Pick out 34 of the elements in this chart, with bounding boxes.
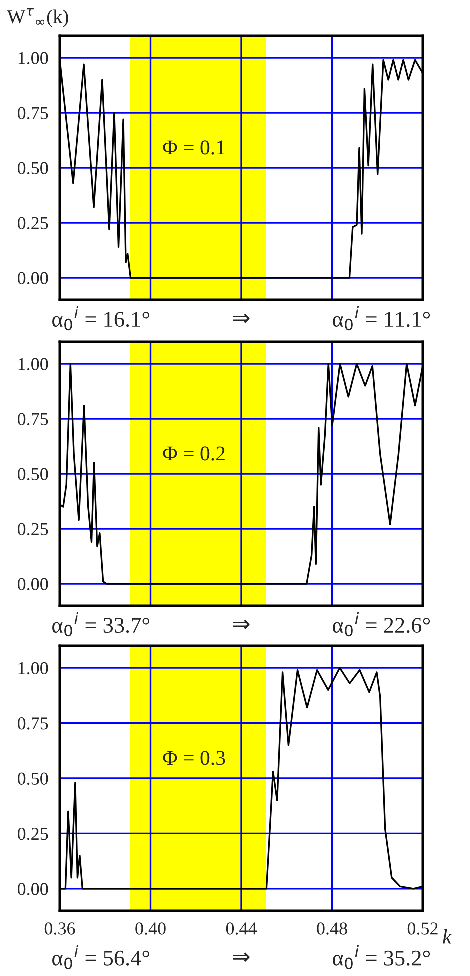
x-tick-label: 0.40 (136, 922, 166, 935)
y-tick-label: 0.25 (18, 828, 48, 840)
y-tick-label: 0.25 (18, 217, 48, 230)
y-tick-label: 0.00 (18, 883, 48, 896)
y-tick-label: 0.50 (18, 772, 48, 786)
text: α$_{0}$$^{i}$ = 16.1° (52, 306, 150, 331)
text: α$_{0}$$^{i}$ = 22.6° (333, 612, 430, 637)
y-tick-label: 1.00 (18, 358, 48, 371)
text: ⇒ (233, 620, 250, 630)
x-tick-label: 0.44 (226, 922, 258, 935)
text: α$_{0}$$^{i}$ = 33.7° (52, 612, 150, 637)
x-tick-label: 0.36 (44, 922, 76, 935)
annotation: Φ = 0.2 (163, 446, 225, 461)
y-tick-label: 1.00 (18, 662, 48, 675)
text: ⇒ (233, 314, 250, 324)
annotation: Φ = 0.3 (163, 751, 226, 766)
y-tick-label: 0.50 (18, 162, 48, 175)
y-tick-label: 0.75 (18, 718, 48, 730)
y-tick-label: 0.25 (18, 523, 48, 536)
x-tick-label: 0.52 (408, 922, 438, 935)
text: α$_{0}$$^{i}$ = 11.1° (333, 306, 430, 331)
y-tick-label: 0.75 (18, 413, 48, 426)
y-tick-label: 0.00 (18, 578, 48, 591)
text: α$_{0}$$^{i}$ = 35.2° (333, 945, 430, 970)
y-tick-label: 1.00 (18, 52, 48, 65)
y-tick-label: 0.00 (18, 272, 48, 285)
x-axis-title: k (443, 929, 452, 944)
x-tick-label: 0.48 (317, 922, 348, 935)
y-tick-label: 0.75 (18, 107, 48, 120)
text: ⇒ (233, 952, 250, 962)
y-tick-label: 0.50 (18, 468, 48, 481)
text: α$_{0}$$^{i}$ = 56.4° (52, 945, 150, 970)
y-axis-title: W$^{τ}$$_{∞}$(k) (7, 8, 68, 28)
annotation: Φ = 0.1 (163, 140, 225, 155)
